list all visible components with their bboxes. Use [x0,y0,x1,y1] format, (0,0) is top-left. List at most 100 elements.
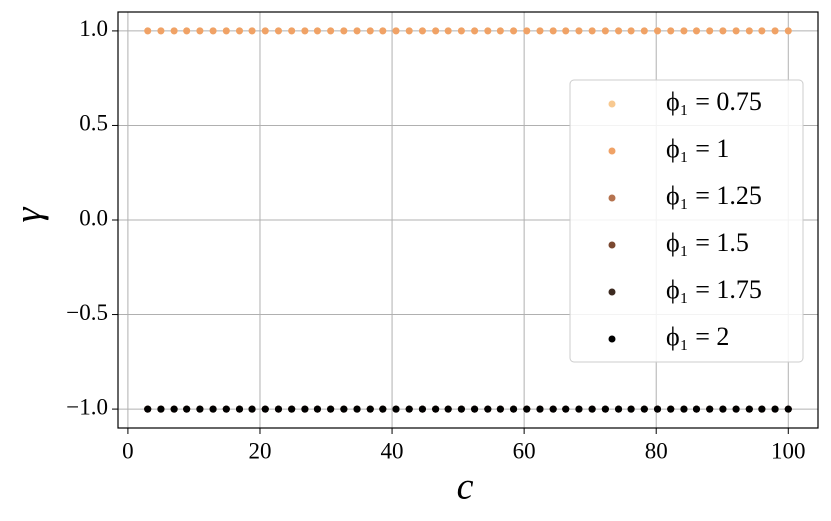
legend-label: ϕ₁ = 1.5 [666,228,749,257]
point [575,405,583,413]
point [457,27,465,35]
point [471,405,479,413]
point [667,27,675,35]
point [392,405,400,413]
point [601,27,609,35]
point [444,27,452,35]
point [327,27,335,35]
point [209,405,217,413]
legend-label: ϕ₁ = 1.25 [666,181,762,210]
point [248,27,256,35]
y-tick-label: −0.5 [66,300,108,325]
point [405,27,413,35]
point [313,405,321,413]
point [627,405,635,413]
y-axis-label: γ [8,206,50,222]
point [654,405,662,413]
point [288,27,296,35]
point [236,405,244,413]
point [496,27,504,35]
y-tick-label: 1.0 [79,16,108,41]
point [484,405,492,413]
legend-label: ϕ₁ = 1 [666,134,729,163]
point [745,27,753,35]
point [510,27,518,35]
point [615,27,623,35]
point [418,27,426,35]
x-tick-label: 60 [513,438,536,463]
point [366,27,374,35]
legend-marker [608,100,616,108]
point [562,405,570,413]
legend-marker [608,194,616,202]
point [680,405,688,413]
point [615,405,623,413]
point [667,405,675,413]
point [588,405,596,413]
point [196,27,204,35]
point [157,405,165,413]
point [575,27,583,35]
point [549,405,557,413]
point [758,405,766,413]
y-tick-label: −1.0 [66,394,108,419]
point [222,405,230,413]
point [301,27,309,35]
x-tick-label: 100 [771,438,806,463]
x-tick-label: 80 [645,438,668,463]
point [144,405,152,413]
point [432,405,440,413]
point [562,27,570,35]
point [784,405,792,413]
point [301,405,309,413]
point [418,405,426,413]
point [379,27,387,35]
point [236,27,244,35]
x-tick-label: 0 [122,438,134,463]
x-tick-label: 20 [248,438,271,463]
point [680,27,688,35]
legend-label: ϕ₁ = 0.75 [666,87,762,116]
point [261,405,269,413]
point [366,405,374,413]
plot-frame [117,11,819,429]
point [601,405,609,413]
point [706,27,714,35]
legend-label: ϕ₁ = 2 [666,322,729,351]
point [523,27,531,35]
point [274,27,282,35]
point [549,27,557,35]
legend-marker [608,335,616,343]
point [353,27,361,35]
point [392,27,400,35]
point [170,405,178,413]
x-tick-label: 40 [381,438,404,463]
point [183,405,191,413]
point [719,27,727,35]
point [536,405,544,413]
point [170,27,178,35]
point [340,27,348,35]
legend-label: ϕ₁ = 1.75 [666,275,762,304]
point [183,27,191,35]
point [510,405,518,413]
legend-marker [608,241,616,249]
point [732,405,740,413]
point [758,27,766,35]
point [588,27,596,35]
point [784,27,792,35]
point [745,405,753,413]
point [732,27,740,35]
point [536,27,544,35]
point [444,405,452,413]
y-tick-label: 0.5 [79,111,108,136]
point [640,405,648,413]
point [353,405,361,413]
point [222,27,230,35]
point [261,27,269,35]
point [196,405,204,413]
point [144,27,152,35]
point [627,27,635,35]
